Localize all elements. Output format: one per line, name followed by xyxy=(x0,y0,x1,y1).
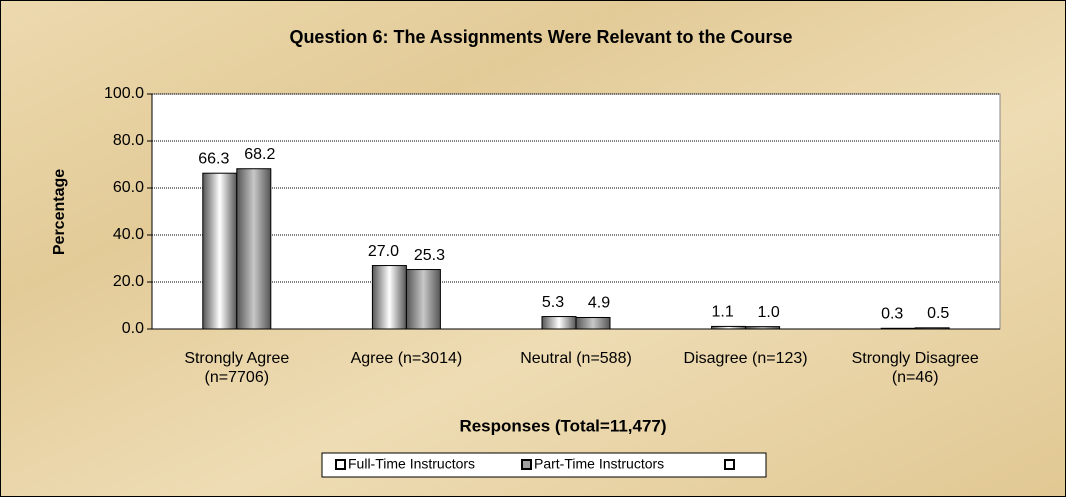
legend xyxy=(321,452,767,478)
chart-title: Question 6: The Assignments Were Relevan… xyxy=(289,27,792,47)
y-tick-label: 80.0 xyxy=(113,132,144,149)
legend-swatch xyxy=(521,459,532,470)
data-label: 66.3 xyxy=(198,150,229,167)
y-tick-label: 20.0 xyxy=(113,273,144,290)
bar xyxy=(914,327,950,330)
bar xyxy=(541,316,577,330)
bar xyxy=(405,269,441,330)
x-tick-label: Agree (n=3014) xyxy=(350,350,463,367)
bar xyxy=(711,325,747,330)
data-label: 4.9 xyxy=(588,295,610,312)
bar xyxy=(371,265,407,330)
bar xyxy=(202,172,238,330)
x-tick-label: Strongly Agree (n=7706) xyxy=(184,350,290,386)
bar xyxy=(880,327,916,330)
x-tick-label: Strongly Disagree (n=46) xyxy=(851,350,979,386)
x-tick-label: Neutral (n=588) xyxy=(520,350,632,367)
data-label: 27.0 xyxy=(368,243,399,260)
legend-label: Part-Time Instructors xyxy=(534,456,664,472)
bar xyxy=(236,168,272,330)
legend-label: Full-Time Instructors xyxy=(348,456,475,472)
y-tick-label: 40.0 xyxy=(113,226,144,243)
y-tick-label: 60.0 xyxy=(113,179,144,196)
x-tick-label: Disagree (n=123) xyxy=(683,350,808,367)
data-label: 25.3 xyxy=(414,247,445,264)
legend-swatch xyxy=(335,459,346,470)
plot-area xyxy=(151,93,1001,330)
data-label: 0.5 xyxy=(927,305,949,322)
legend-swatch xyxy=(724,459,735,470)
bar xyxy=(745,326,781,330)
data-label: 1.1 xyxy=(711,304,733,321)
data-label: 0.3 xyxy=(881,306,903,323)
y-axis-title: Percentage xyxy=(51,169,68,255)
x-axis-title: Responses (Total=11,477) xyxy=(459,416,666,435)
y-tick-label: 0.0 xyxy=(122,320,144,337)
bar xyxy=(575,316,611,330)
data-label: 68.2 xyxy=(244,146,275,163)
data-label: 5.3 xyxy=(542,294,564,311)
y-tick-label: 100.0 xyxy=(104,85,144,102)
data-label: 1.0 xyxy=(757,304,779,321)
